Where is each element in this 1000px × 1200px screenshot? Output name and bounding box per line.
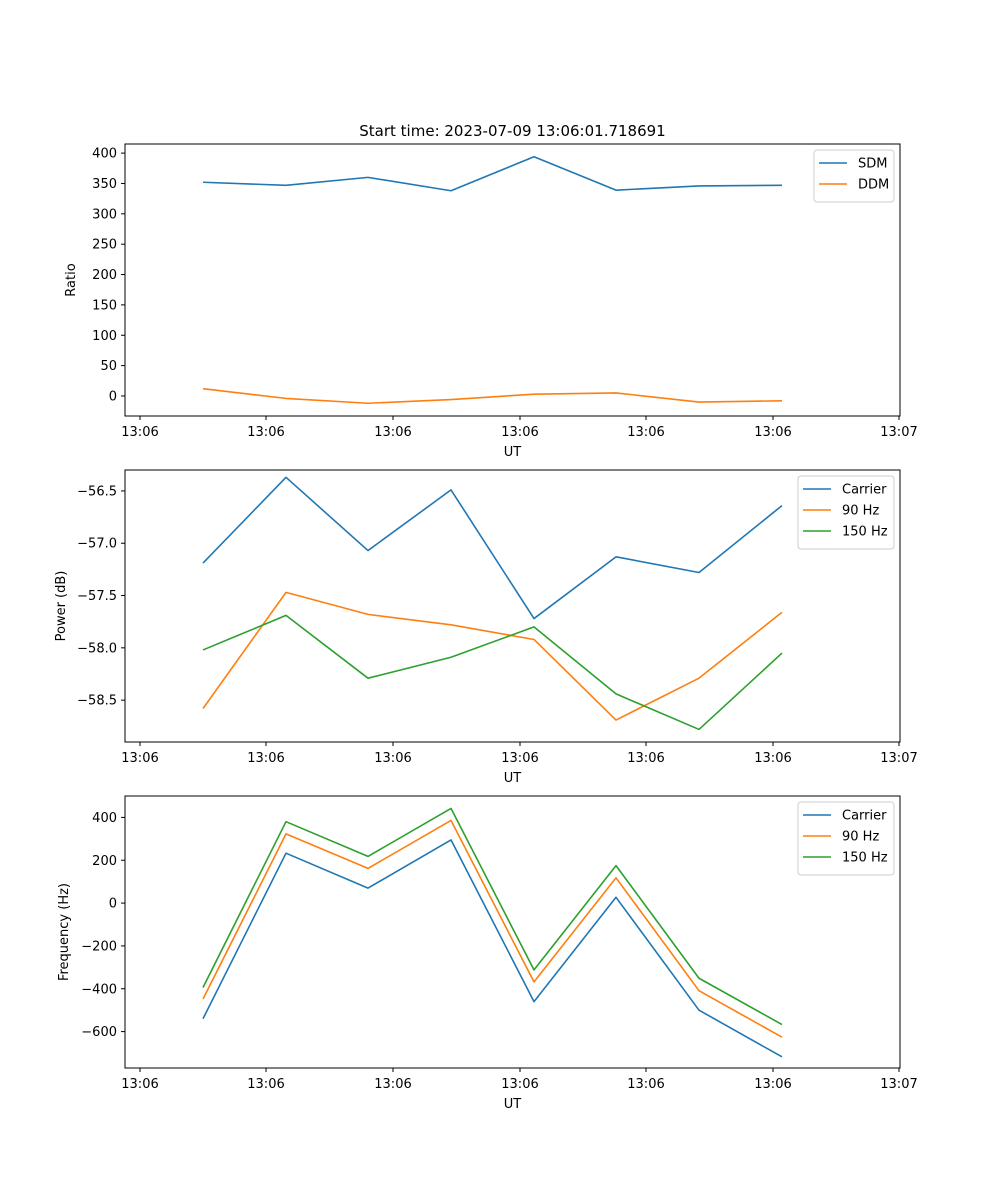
x-tick-label: 13:07 [880,751,917,766]
y-tick-label: 0 [109,389,117,404]
x-tick-label: 13:06 [247,1077,284,1092]
x-tick-label: 13:06 [247,425,284,440]
series-line-carrier [202,476,783,620]
y-axis-label: Power (dB) [54,571,69,642]
y-tick-label: 200 [92,268,117,283]
y-tick-label: −400 [81,982,117,997]
series-line-ddm [202,387,783,405]
y-axis-label: Frequency (Hz) [57,883,72,981]
subplot-3: −600 −400 −200 0 200 400 13:06 13:06 13:06 13:06 1… [57,795,918,1112]
legend: SDM DDM [813,149,895,203]
x-tick-label: 13:06 [754,425,791,440]
series-line-150-hz [202,807,783,1026]
x-tick-label: 13:06 [121,1077,158,1092]
x-axis-label: UT [504,1097,522,1112]
axes-frame [124,469,901,743]
series-line-sdm [202,155,783,192]
x-tick-label: 13:06 [627,751,664,766]
x-tick-label: 13:06 [501,425,538,440]
y-tick-label: −58.5 [77,694,117,709]
subplot-1: Start time: 2023-07-09 13:06:01.718691 0 5… [64,122,918,460]
x-tick-label: 13:06 [754,1077,791,1092]
y-tick-label: 300 [92,207,117,222]
x-tick-label: 13:06 [374,425,411,440]
y-tick-label: −57.5 [77,589,117,604]
x-tick-label: 13:06 [247,751,284,766]
legend-label: 150 Hz [842,851,888,866]
x-axis-label: UT [504,771,522,786]
x-tick-label: 13:06 [627,1077,664,1092]
x-tick-label: 13:06 [501,1077,538,1092]
y-tick-label: 250 [92,238,117,253]
y-tick-label: −57.0 [77,537,117,552]
subplot-2: −58.5 −58.0 −57.5 −57.0 −56.5 13:06 13:06 13:06… [54,469,918,786]
x-tick-label: 13:06 [501,751,538,766]
legend-label: Carrier [842,483,887,498]
y-tick-label: −56.5 [77,484,117,499]
legend: Carrier 90 Hz 150 Hz [797,475,895,550]
series-line-90-hz [202,591,783,721]
axes-frame [124,795,901,1069]
legend: Carrier 90 Hz 150 Hz [797,801,895,876]
x-tick-label: 13:07 [880,425,917,440]
y-tick-label: 100 [92,329,117,344]
series-line-carrier [202,839,783,1058]
x-tick-label: 13:06 [754,751,791,766]
y-tick-label: 50 [100,359,117,374]
y-tick-label: 400 [92,811,117,826]
x-tick-label: 13:06 [627,425,664,440]
legend-label: DDM [858,178,889,193]
x-tick-label: 13:06 [374,751,411,766]
legend-label: Carrier [842,809,887,824]
y-tick-label: −600 [81,1025,117,1040]
x-tick-label: 13:06 [121,751,158,766]
x-tick-label: 13:07 [880,1077,917,1092]
legend-label: 90 Hz [842,504,879,519]
chart-title: Start time: 2023-07-09 13:06:01.718691 [359,122,665,140]
y-axis-label: Ratio [64,263,79,296]
axes-frame [124,143,901,417]
x-tick-label: 13:06 [374,1077,411,1092]
y-tick-label: −200 [81,939,117,954]
y-tick-label: −58.0 [77,641,117,656]
y-tick-label: 200 [92,854,117,869]
legend-label: SDM [858,157,887,172]
y-tick-label: 400 [92,147,117,162]
y-tick-label: 350 [92,177,117,192]
legend-label: 150 Hz [842,525,888,540]
y-tick-label: 0 [109,897,117,912]
x-axis-label: UT [504,445,522,460]
legend-label: 90 Hz [842,830,879,845]
y-tick-label: 150 [92,298,117,313]
series-line-150-hz [202,614,783,731]
x-tick-label: 13:06 [121,425,158,440]
series-line-90-hz [202,819,783,1038]
